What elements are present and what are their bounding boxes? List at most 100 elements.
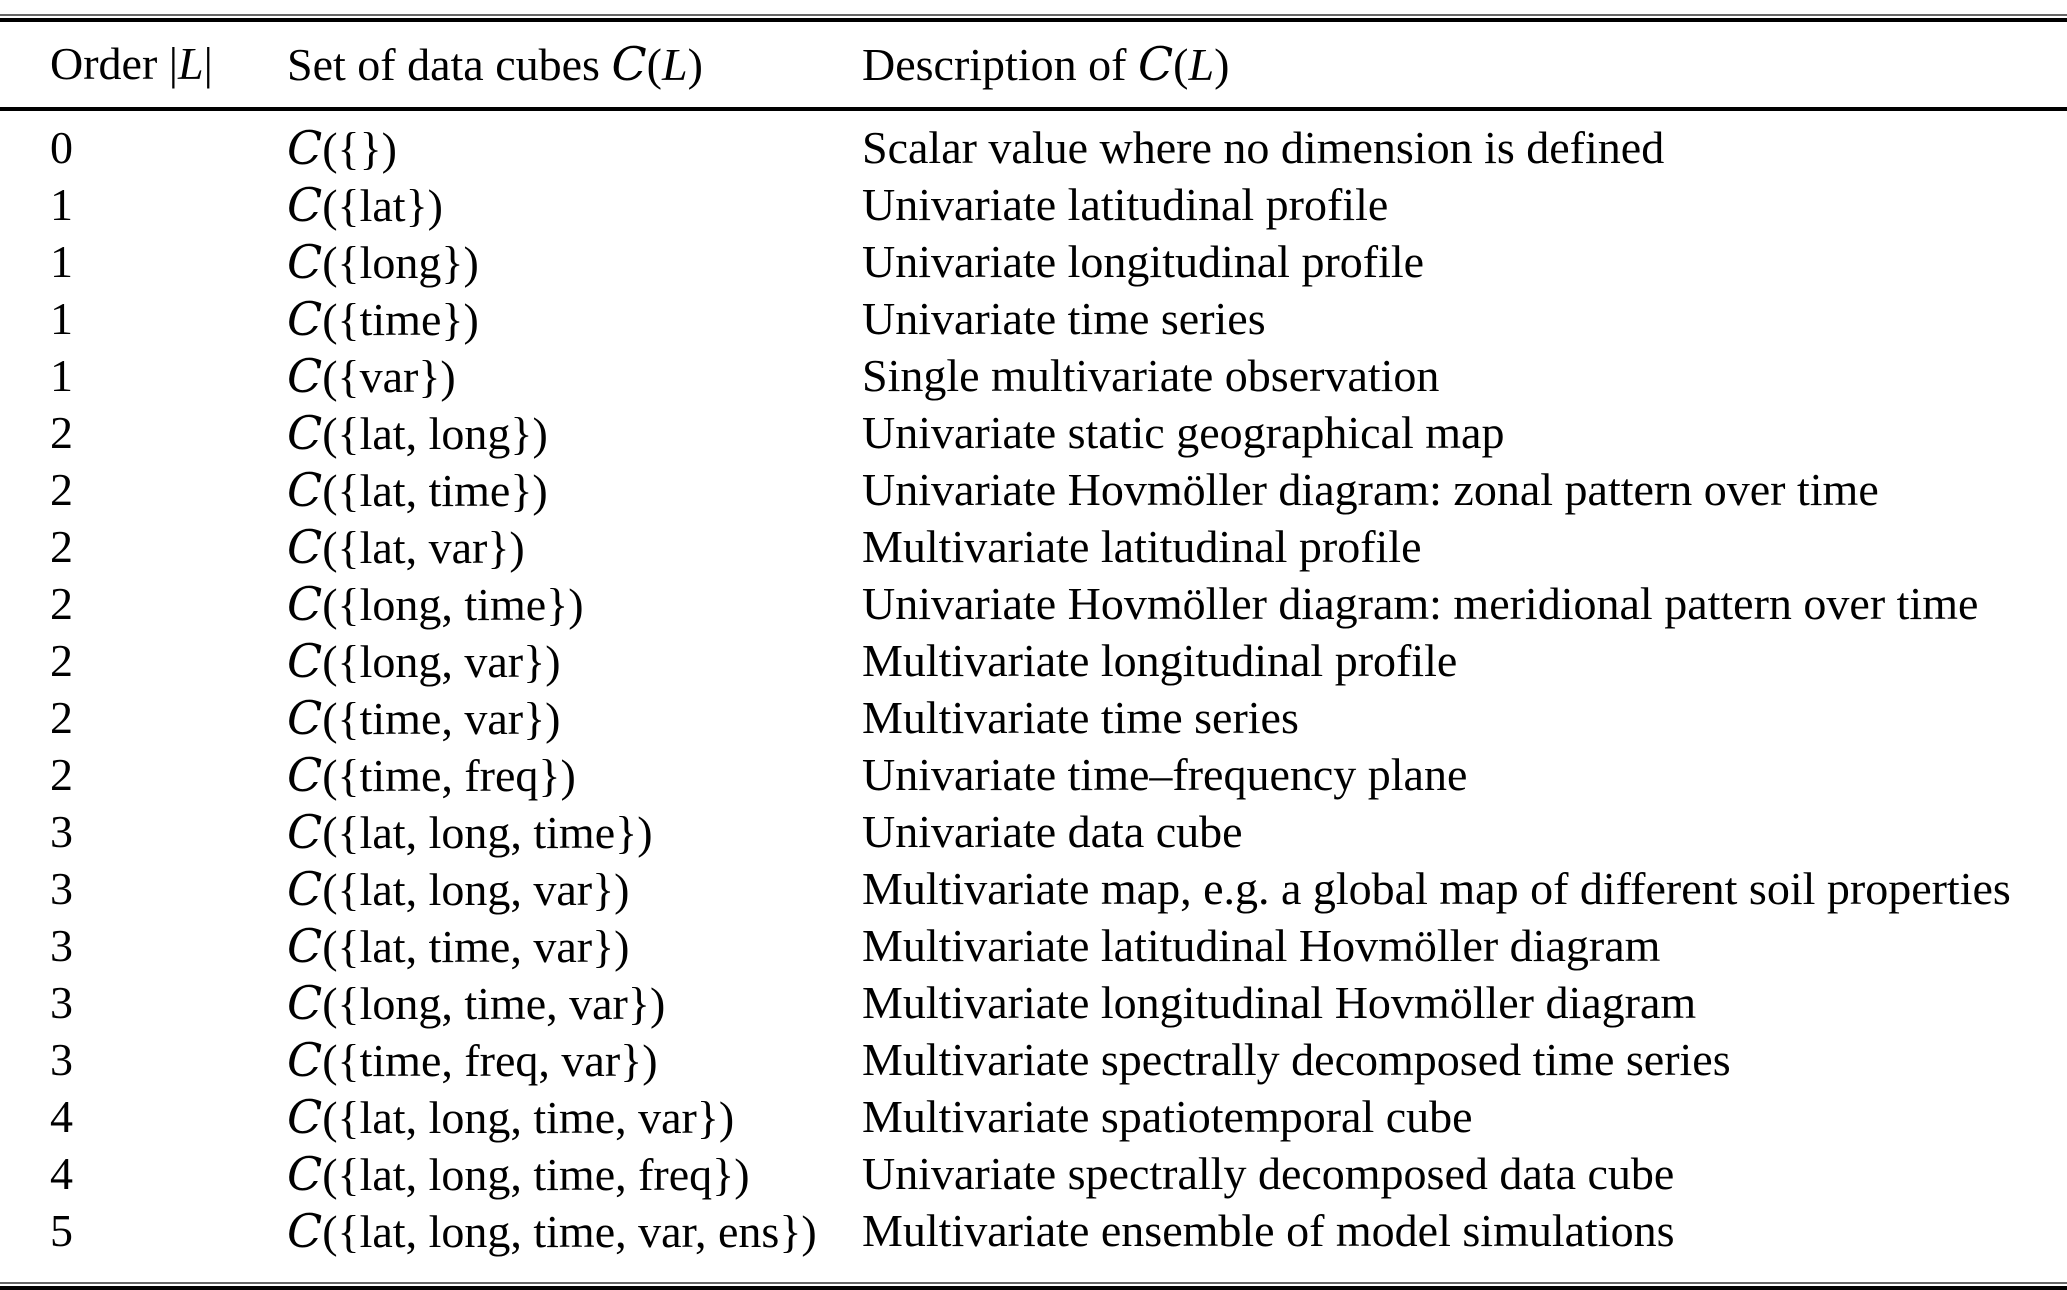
table-row: 2 C({time, freq}) Univariate time–freque… [0,747,2067,804]
header-cube-var-l: L [661,39,688,90]
table-row: 4 C({lat, long, time, freq}) Univariate … [0,1146,2067,1203]
description-cell: Univariate time series [862,293,1266,344]
description-cell: Univariate longitudinal profile [862,236,1425,287]
script-c-symbol: C [287,577,323,631]
cube-set-args: ({lat, long, time, var}) [322,1092,735,1143]
script-c-symbol: C [287,976,323,1030]
table-row: 2 C({lat, long}) Univariate static geogr… [0,405,2067,462]
bottom-rule-thick-line [0,1286,2067,1290]
description-cell: Univariate time–frequency plane [862,749,1468,800]
description-cell: Univariate latitudinal profile [862,179,1389,230]
cube-set-cell: C({lat, long}) [287,405,862,462]
cube-set-cell: C({lat, time}) [287,462,862,519]
cube-set-cell: C({lat, long, time, freq}) [287,1146,862,1203]
table-row: 4 C({lat, long, time, var}) Multivariate… [0,1089,2067,1146]
order-cell: 2 [50,521,73,572]
description-cell: Univariate Hovmöller diagram: meridional… [862,578,1979,629]
order-cell: 3 [50,977,73,1028]
description-cell: Multivariate latitudinal profile [862,521,1422,572]
script-c-symbol: C [287,1204,323,1258]
header-cube-paren-open: ( [646,39,662,90]
description-cell: Multivariate map, e.g. a global map of d… [862,863,2011,914]
description-cell: Univariate data cube [862,806,1243,857]
cube-set-cell: C({long, time}) [287,576,862,633]
table-row: 1 C({time}) Univariate time series [0,291,2067,348]
header-desc-paren-open: ( [1173,39,1189,90]
script-c-symbol: C [287,292,323,346]
script-c-symbol: C [287,862,323,916]
top-rule-thick-line [0,18,2067,22]
cube-set-args: ({long, time}) [322,579,584,630]
script-c-symbol: C [287,748,323,802]
cube-set-cell: C({time, freq}) [287,747,862,804]
order-cell: 2 [50,749,73,800]
header-order-bar-open: | [168,38,178,89]
bottom-rule [0,1282,2067,1290]
order-cell: 3 [50,863,73,914]
script-c-symbol: C [287,406,323,460]
header-separator-rule [0,107,2067,111]
cube-set-cell: C({long}) [287,234,862,291]
cube-set-args: ({lat, long}) [322,408,548,459]
order-cell: 3 [50,920,73,971]
header-cube-set-cell: Set of data cubes C(L) [287,39,862,90]
script-c-symbol: C [287,634,323,688]
header-cube-set-text: Set of data cubes [287,39,612,90]
cube-set-cell: C({lat}) [287,177,862,234]
table-row: 2 C({lat, time}) Univariate Hovmöller di… [0,462,2067,519]
script-c-symbol: C [611,37,647,91]
order-cell: 5 [50,1205,73,1256]
cube-set-args: ({var}) [322,351,456,402]
description-cell: Multivariate longitudinal Hovmöller diag… [862,977,1697,1028]
cube-set-cell: C({time}) [287,291,862,348]
cube-set-args: ({lat}) [322,180,443,231]
order-cell: 2 [50,578,73,629]
cube-set-cell: C({lat, long, var}) [287,861,862,918]
table-row: 2 C({time, var}) Multivariate time serie… [0,690,2067,747]
cube-set-cell: C({var}) [287,348,862,405]
table-row: 1 C({lat}) Univariate latitudinal profil… [0,177,2067,234]
header-desc-paren-close: ) [1214,39,1230,90]
cube-set-cell: C({lat, var}) [287,519,862,576]
table-row: 2 C({long, time}) Univariate Hovmöller d… [0,576,2067,633]
description-cell: Multivariate latitudinal Hovmöller diagr… [862,920,1661,971]
cube-set-cell: C({time, var}) [287,690,862,747]
description-cell: Multivariate spectrally decomposed time … [862,1034,1731,1085]
header-description-cell: Description of C(L) [862,39,2047,90]
order-cell: 2 [50,635,73,686]
order-cell: 3 [50,1034,73,1085]
cube-set-args: ({time}) [322,294,479,345]
table-row: 2 C({long, var}) Multivariate longitudin… [0,633,2067,690]
cube-set-args: ({long, var}) [322,636,561,687]
order-cell: 4 [50,1148,73,1199]
table-body: 0 C({}) Scalar value where no dimension … [0,111,2067,1282]
cube-set-args: ({lat, long, var}) [322,864,630,915]
order-cell: 2 [50,407,73,458]
cube-set-args: ({lat, time, var}) [322,921,630,972]
order-cell: 2 [50,692,73,743]
description-cell: Multivariate time series [862,692,1299,743]
description-cell: Multivariate ensemble of model simulatio… [862,1205,1675,1256]
script-c-symbol: C [1137,37,1174,91]
description-cell: Multivariate spatiotemporal cube [862,1091,1473,1142]
table-row: 3 C({lat, long, var}) Multivariate map, … [0,861,2067,918]
header-desc-var-l: L [1188,39,1215,90]
script-c-symbol: C [287,463,323,517]
description-cell: Scalar value where no dimension is defin… [862,122,1665,173]
table-row: 5 C({lat, long, time, var, ens}) Multiva… [0,1203,2067,1260]
script-c-symbol: C [287,805,323,859]
bottom-rule-thin-line [0,1282,2067,1284]
order-cell: 1 [50,179,73,230]
table-row: 0 C({}) Scalar value where no dimension … [0,120,2067,177]
description-cell: Univariate static geographical map [862,407,1505,458]
cube-set-args: ({long, time, var}) [322,978,666,1029]
cube-set-args: ({time, freq, var}) [322,1035,658,1086]
table-row: 3 C({lat, time, var}) Multivariate latit… [0,918,2067,975]
cube-set-args: ({lat, long, time, var, ens}) [322,1206,817,1257]
order-cell: 1 [50,236,73,287]
cube-set-cell: C({long, var}) [287,633,862,690]
table-row: 1 C({var}) Single multivariate observati… [0,348,2067,405]
script-c-symbol: C [287,349,323,403]
table-row: 3 C({lat, long, time}) Univariate data c… [0,804,2067,861]
